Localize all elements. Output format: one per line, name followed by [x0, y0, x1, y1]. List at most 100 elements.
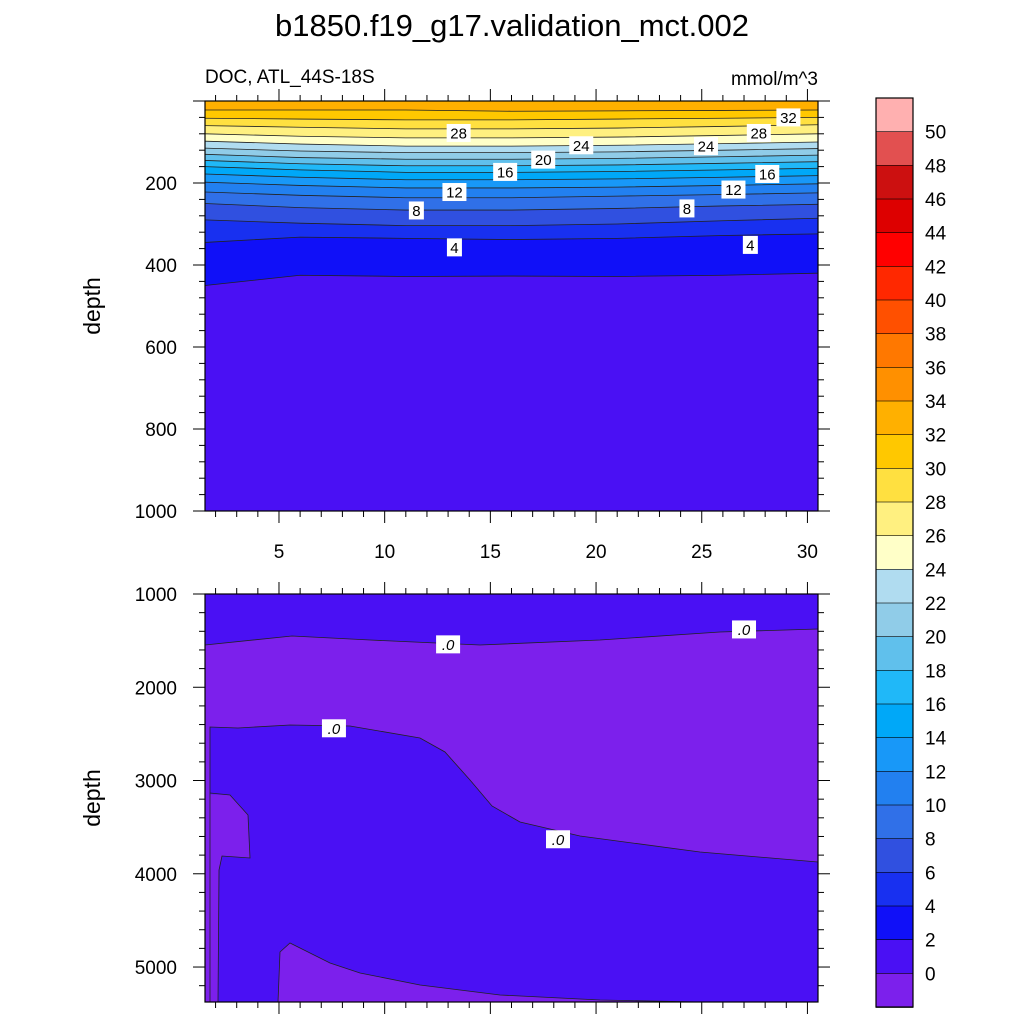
lower-fill-pocket-south	[278, 943, 700, 1002]
upper-contour-line-4	[205, 233, 818, 243]
colorbar-label: 38	[925, 325, 946, 346]
lower-contour-label: .0	[738, 622, 751, 639]
lower-axis-ticks: 1000 2000 3000 4000 5000	[135, 582, 830, 1014]
upper-contour-line-26	[205, 133, 818, 139]
colorbar-label: 42	[925, 257, 946, 278]
upper-contour-line-30	[205, 117, 818, 121]
colorbar-swatch	[875, 703, 914, 739]
colorbar-label: 8	[925, 830, 936, 851]
lower-contour-labels: .0 .0 .0 .0	[321, 620, 757, 849]
upper-contour-line-22	[205, 147, 818, 154]
colorbar-swatch	[875, 97, 914, 133]
colorbar-frame	[875, 97, 914, 1008]
upper-contour-label: 24	[573, 138, 590, 155]
colorbar-label: 20	[925, 628, 946, 649]
lower-contour-label-bg	[321, 719, 346, 738]
upper-x-tick-label: 5	[274, 542, 285, 563]
colorbar-label: 32	[925, 426, 946, 447]
colorbar-label: 30	[925, 459, 946, 480]
lower-y-tick-label: 4000	[135, 865, 177, 886]
upper-contour-line-6	[205, 217, 818, 227]
colorbar-swatch	[875, 165, 914, 200]
colorbar-swatch	[875, 198, 914, 234]
upper-contour-fill	[205, 101, 818, 511]
colorbar-label: 46	[925, 190, 946, 211]
colorbar-swatch	[875, 468, 914, 503]
chart-units: mmol/m^3	[731, 69, 818, 90]
upper-contour-label: 24	[698, 139, 715, 156]
colorbar-swatch	[875, 266, 914, 301]
chart-title: b1850.f19_g17.validation_mct.002	[275, 8, 749, 43]
upper-y-tick-label: 600	[145, 338, 177, 359]
upper-contour-label-bg	[693, 137, 718, 156]
colorbar-swatch	[875, 131, 914, 167]
colorbar-swatch	[875, 939, 914, 975]
upper-contour-label: 4	[746, 237, 754, 254]
lower-contour-lines	[205, 628, 818, 1002]
colorbar-label: 26	[925, 527, 946, 548]
colorbar-swatch	[875, 804, 914, 840]
chart-subtitle-left: DOC, ATL_44S-18S	[205, 67, 375, 88]
colorbar-swatch	[875, 569, 914, 604]
colorbar-label: 10	[925, 796, 946, 817]
upper-x-tick-label: 25	[691, 542, 712, 563]
upper-contour-label-bg	[408, 201, 424, 220]
colorbar-label: 50	[925, 123, 946, 144]
upper-contour-label: 32	[780, 110, 797, 127]
lower-contour-fill	[205, 594, 818, 1002]
lower-contour-label-bg	[546, 830, 571, 849]
colorbar-label: 6	[925, 863, 936, 884]
upper-x-tick-label: 30	[797, 542, 818, 563]
colorbar-label: 14	[925, 729, 947, 750]
upper-contour-label: 8	[412, 203, 420, 220]
upper-contour-label: 16	[497, 164, 514, 181]
upper-contour-label-bg	[776, 108, 801, 127]
colorbar-label: 28	[925, 493, 946, 514]
upper-contour-label: 28	[750, 125, 767, 142]
upper-x-tick-label: 15	[480, 542, 501, 563]
colorbar-swatch	[875, 400, 914, 436]
upper-contour-label-bg	[442, 183, 467, 202]
colorbar-swatch	[875, 299, 914, 335]
colorbar-label: 24	[925, 560, 947, 581]
upper-contour-label: 8	[683, 201, 691, 218]
lower-contour-label-bg	[436, 635, 461, 654]
colorbar-swatch	[875, 872, 914, 907]
colorbar-label: 12	[925, 762, 946, 783]
colorbar-swatch	[875, 232, 914, 268]
colorbar-swatch	[875, 905, 914, 941]
upper-contour-label-bg	[746, 123, 771, 142]
colorbar-label: 4	[925, 897, 936, 918]
upper-contour-label-bg	[679, 199, 695, 218]
upper-contour-line-24	[205, 140, 818, 147]
upper-contour-label-bg	[569, 136, 594, 155]
upper-contour-line-2	[205, 272, 818, 286]
upper-y-axis-label: depth	[79, 277, 105, 335]
upper-contour-label-bg	[755, 164, 780, 183]
upper-contour-label: 16	[759, 166, 776, 183]
lower-y-tick-label: 5000	[135, 958, 177, 979]
upper-y-tick-label: 1000	[135, 502, 177, 523]
colorbar-swatch	[875, 535, 914, 571]
colorbar-label: 44	[925, 224, 947, 245]
lower-y-tick-label: 1000	[135, 585, 177, 606]
colorbar-label: 36	[925, 358, 946, 379]
colorbar-swatch	[875, 636, 914, 672]
colorbar-swatch	[875, 367, 914, 402]
lower-y-axis-label: depth	[79, 769, 105, 827]
upper-contour-label: 12	[446, 185, 463, 202]
upper-y-tick-label: 200	[145, 174, 177, 195]
colorbar-swatch	[875, 838, 914, 874]
upper-contour-line-20	[205, 153, 818, 160]
upper-contour-line-32	[205, 109, 818, 112]
lower-contour-label: .0	[552, 832, 565, 849]
upper-contour-labels: 32 28 28 24 24 20 16 16 12 12 8 8 4 4	[408, 108, 801, 257]
upper-contour-label-bg	[531, 150, 556, 169]
colorbar-swatch	[875, 434, 914, 470]
colorbar-swatch	[875, 602, 914, 638]
lower-contour-line-0d	[277, 942, 701, 1002]
upper-contour-label-bg	[742, 235, 758, 254]
upper-contour-line-8	[205, 203, 818, 211]
upper-x-tick-label: 10	[374, 542, 395, 563]
